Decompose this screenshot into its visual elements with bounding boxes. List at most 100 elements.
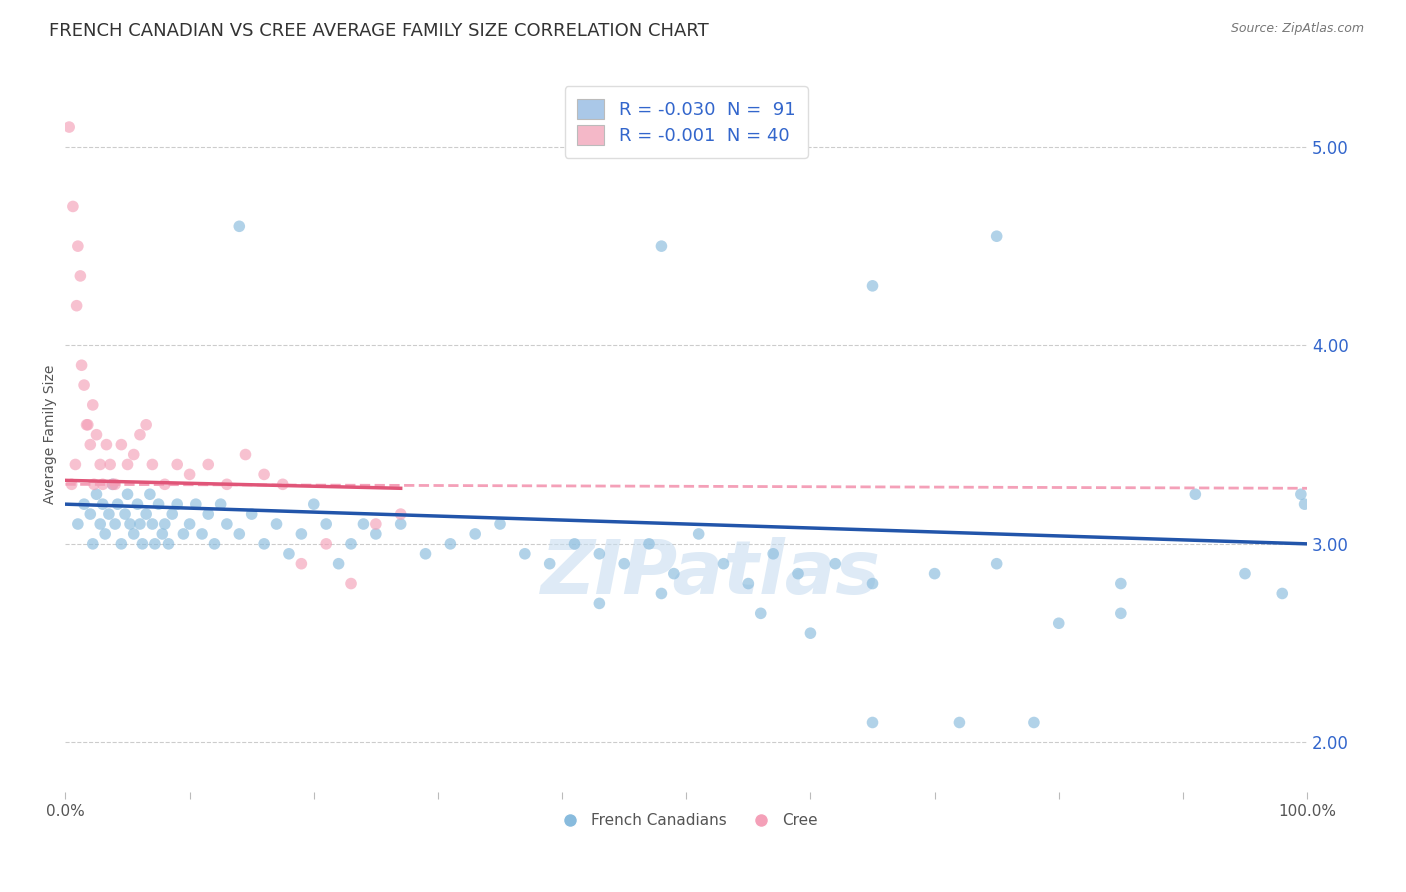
Point <box>101 477 124 491</box>
Point <box>787 566 810 581</box>
Point <box>150 527 173 541</box>
Point <box>86 487 108 501</box>
Point <box>79 507 101 521</box>
Point <box>129 427 152 442</box>
Point <box>986 557 1008 571</box>
Point <box>986 229 1008 244</box>
Text: Source: ZipAtlas.com: Source: ZipAtlas.com <box>1230 22 1364 36</box>
Point <box>948 715 970 730</box>
Point <box>148 497 170 511</box>
Point <box>73 497 96 511</box>
Point <box>117 487 139 501</box>
Point <box>713 557 735 571</box>
Point <box>340 537 363 551</box>
Point <box>122 527 145 541</box>
Point <box>650 586 672 600</box>
Point <box>1022 715 1045 730</box>
Point <box>139 487 162 501</box>
Point <box>172 527 194 541</box>
Point <box>688 527 710 541</box>
Point <box>141 458 163 472</box>
Point <box>1289 487 1312 501</box>
Point <box>135 417 157 432</box>
Point <box>799 626 821 640</box>
Point <box>122 448 145 462</box>
Point <box>340 576 363 591</box>
Point <box>564 537 586 551</box>
Point <box>489 516 512 531</box>
Point <box>328 557 350 571</box>
Point <box>97 507 120 521</box>
Point <box>924 566 946 581</box>
Point <box>662 566 685 581</box>
Point <box>364 516 387 531</box>
Point <box>91 477 114 491</box>
Point <box>110 437 132 451</box>
Point <box>302 497 325 511</box>
Y-axis label: Average Family Size: Average Family Size <box>44 365 58 504</box>
Point <box>179 467 201 482</box>
Point <box>271 477 294 491</box>
Point <box>415 547 437 561</box>
Point <box>1047 616 1070 631</box>
Point <box>389 516 412 531</box>
Point <box>82 398 104 412</box>
Point <box>96 437 118 451</box>
Point <box>191 527 214 541</box>
Point <box>107 497 129 511</box>
Point <box>82 537 104 551</box>
Point <box>66 239 89 253</box>
Point <box>76 417 98 432</box>
Point <box>389 507 412 521</box>
Point <box>76 417 98 432</box>
Point <box>98 458 121 472</box>
Point <box>762 547 785 561</box>
Point <box>135 507 157 521</box>
Point <box>117 458 139 472</box>
Point <box>228 219 250 234</box>
Point <box>129 516 152 531</box>
Legend: French Canadians, Cree: French Canadians, Cree <box>548 807 824 834</box>
Point <box>153 516 176 531</box>
Point <box>143 537 166 551</box>
Point <box>1109 607 1132 621</box>
Point <box>290 527 312 541</box>
Point <box>91 497 114 511</box>
Point <box>110 537 132 551</box>
Point <box>114 507 136 521</box>
Point <box>1233 566 1256 581</box>
Point <box>862 715 884 730</box>
Point <box>62 199 84 213</box>
Point <box>184 497 207 511</box>
Point <box>862 278 884 293</box>
Point <box>73 378 96 392</box>
Point <box>228 527 250 541</box>
Point <box>588 596 610 610</box>
Point <box>66 516 89 531</box>
Point <box>197 458 219 472</box>
Point <box>215 477 238 491</box>
Point <box>65 458 87 472</box>
Point <box>94 527 117 541</box>
Point <box>197 507 219 521</box>
Point <box>69 268 91 283</box>
Point <box>166 458 188 472</box>
Point <box>58 120 80 134</box>
Point <box>66 299 89 313</box>
Text: FRENCH CANADIAN VS CREE AVERAGE FAMILY SIZE CORRELATION CHART: FRENCH CANADIAN VS CREE AVERAGE FAMILY S… <box>49 22 709 40</box>
Point <box>209 497 232 511</box>
Point <box>179 516 201 531</box>
Point <box>141 516 163 531</box>
Point <box>118 516 141 531</box>
Point <box>439 537 461 551</box>
Point <box>1184 487 1206 501</box>
Point <box>166 497 188 511</box>
Point <box>749 607 772 621</box>
Point <box>60 477 83 491</box>
Point <box>104 516 127 531</box>
Point <box>104 477 127 491</box>
Point <box>101 477 124 491</box>
Point <box>588 547 610 561</box>
Point <box>160 507 183 521</box>
Point <box>513 547 536 561</box>
